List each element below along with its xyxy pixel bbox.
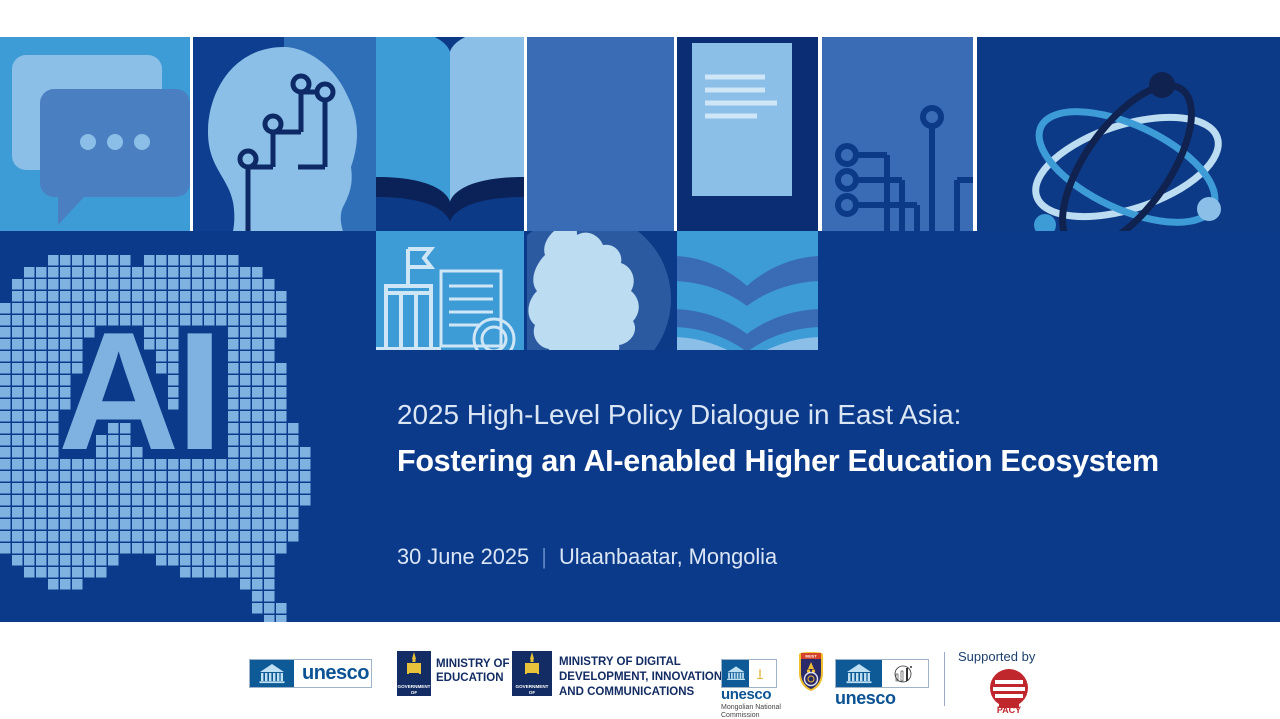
svg-text:PACY: PACY [997, 705, 1021, 714]
svg-text:MUST: MUST [805, 654, 817, 659]
